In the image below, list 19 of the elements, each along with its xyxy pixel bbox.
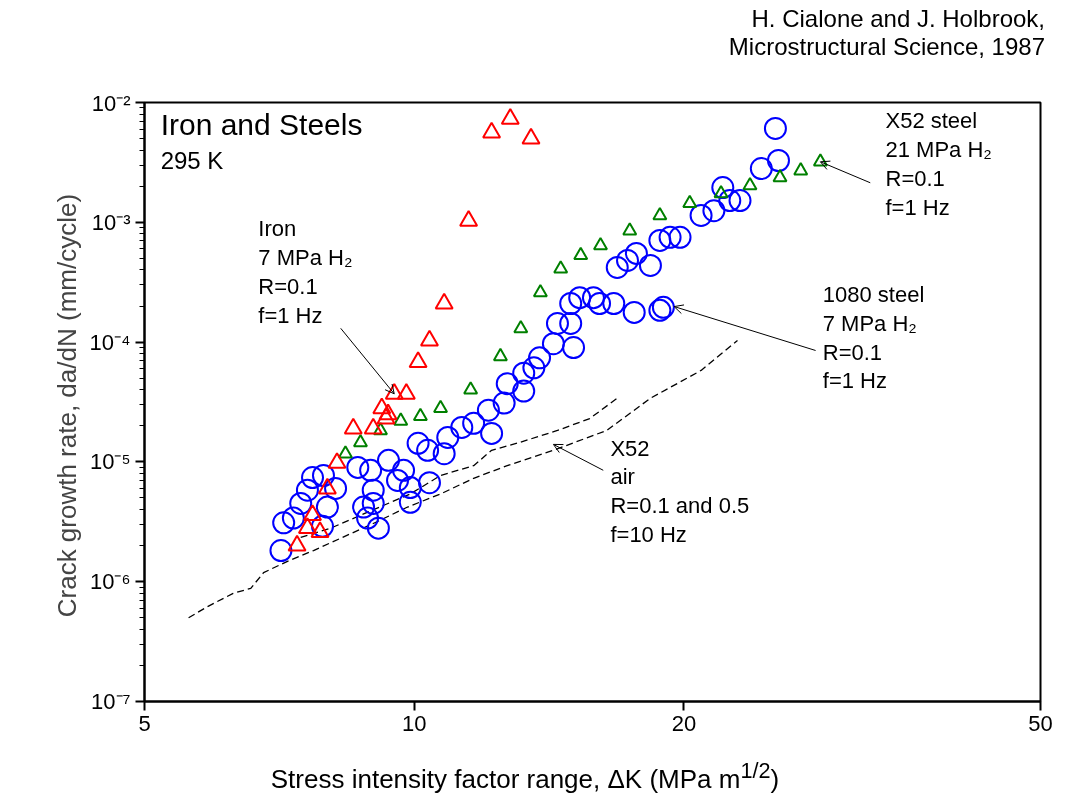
- y-tick-label: 10⁻⁶: [89, 569, 131, 595]
- y-tick-label: 10⁻³: [91, 209, 131, 235]
- y-tick-label: 10⁻⁵: [89, 449, 131, 475]
- annotation: Iron and Steels: [160, 108, 363, 142]
- x-tick-label: 10: [401, 710, 427, 736]
- x-axis-title: Stress intensity factor range, ΔK (MPa m$^{1/2}$): [270, 757, 780, 795]
- y-tick-label: 10⁻⁷: [91, 689, 131, 714]
- x-tick-label: 5: [138, 710, 151, 736]
- y-tick-label: 10⁻⁴: [89, 329, 131, 355]
- annotation: 295 K: [160, 147, 224, 175]
- text: H. Cialone and J. Holbrook, Microstructural Science, 1987: [728, 5, 1045, 61]
- annotation: 1080 steel 7 MPa H₂ R=0.1 f=1 Hz: [822, 282, 925, 394]
- annotation: X52 air R=0.1 and 0.5 f=10 Hz: [610, 435, 750, 547]
- y-tick-label: 10⁻²: [91, 90, 131, 116]
- x-tick-label: 50: [1028, 710, 1053, 736]
- y-axis-title: Crack growth rate, da/dN (mm/cycle): [51, 193, 82, 618]
- annotation: Iron 7 MPa H₂ R=0.1 f=1 Hz: [258, 216, 353, 328]
- annotation: X52 steel 21 MPa H₂ R=0.1 f=1 Hz: [885, 108, 992, 220]
- x-tick-label: 20: [671, 710, 697, 736]
